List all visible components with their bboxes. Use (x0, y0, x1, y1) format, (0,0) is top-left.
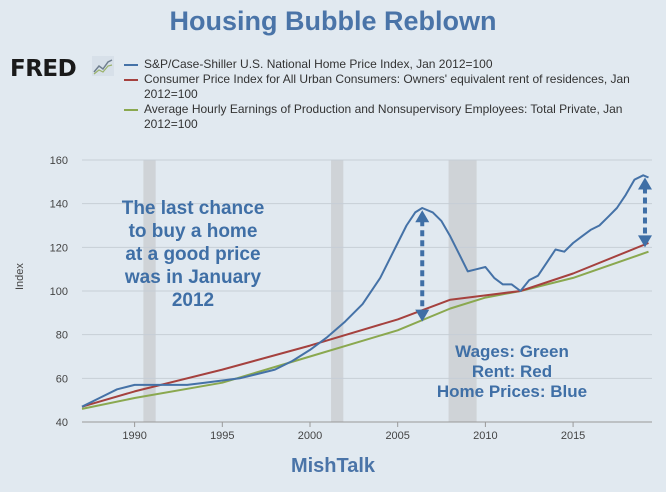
annotation-right-line: Rent: Red (472, 362, 552, 381)
x-tick-label: 1990 (122, 430, 146, 442)
gap-arrow-2006-head-down (415, 309, 430, 322)
annotation-right-line: Home Prices: Blue (437, 382, 587, 401)
legend-item-home-price: S&P/Case-Shiller U.S. National Home Pric… (124, 57, 644, 72)
annotation-left-line: was in January (124, 267, 262, 288)
legend-swatch-red (124, 79, 138, 81)
legend-item-rent: Consumer Price Index for All Urban Consu… (124, 72, 644, 102)
x-tick-label: 2000 (298, 430, 322, 442)
legend-label: Consumer Price Index for All Urban Consu… (144, 72, 630, 101)
legend-label: S&P/Case-Shiller U.S. National Home Pric… (144, 57, 493, 71)
gap-arrow-2019-head-down (637, 235, 652, 248)
page-title: Housing Bubble Reblown (169, 6, 497, 36)
series-line-2 (81, 250, 649, 410)
annotation-left-line: 2012 (172, 290, 214, 311)
y-tick-label: 100 (50, 286, 68, 298)
y-tick-label: 80 (56, 330, 68, 342)
legend-swatch-green (124, 109, 138, 111)
fred-logo-chart-icon (92, 56, 114, 76)
x-tick-label: 2015 (561, 430, 585, 442)
x-tick-label: 2010 (473, 430, 497, 442)
x-tick-label: 1995 (210, 430, 234, 442)
legend: S&P/Case-Shiller U.S. National Home Pric… (124, 57, 644, 132)
gap-arrow-2006-head-up (415, 210, 430, 223)
annotation-left-line: The last chance (122, 198, 265, 219)
y-tick-label: 140 (50, 199, 68, 211)
y-tick-label: 160 (50, 155, 68, 167)
legend-swatch-blue (124, 64, 138, 66)
y-tick-label: 60 (56, 373, 68, 385)
gap-arrow-2019-head-up (637, 177, 652, 190)
y-tick-label: 40 (56, 417, 68, 429)
legend-item-wages: Average Hourly Earnings of Production an… (124, 102, 644, 132)
annotation-left-line: to buy a home (129, 221, 258, 242)
y-tick-label: 120 (50, 242, 68, 254)
legend-label: Average Hourly Earnings of Production an… (144, 102, 623, 131)
annotation-right-line: Wages: Green (455, 342, 569, 361)
series-line-1 (81, 242, 649, 408)
footer-source: MishTalk (290, 455, 376, 477)
fred-logo: FRED (10, 56, 77, 82)
annotation-left-line: at a good price (125, 244, 260, 265)
series-line-0 (81, 174, 649, 408)
x-tick-label: 2005 (385, 430, 409, 442)
